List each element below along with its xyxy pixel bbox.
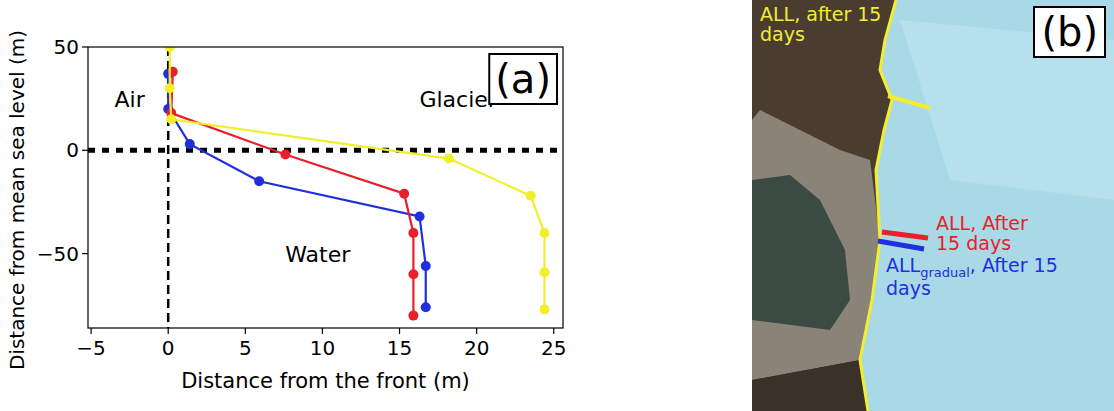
panel-a: −50510152025−50050Distance from the fron… [5,30,566,393]
x-tick [245,328,246,334]
reference-line [88,148,563,153]
map-land [752,360,868,411]
y-tick [82,253,88,254]
panel-letter: (a) [495,56,551,102]
x-tick [168,328,169,334]
x-tick-label: 20 [464,336,489,360]
data-point [539,228,549,238]
plot-frame [88,47,563,328]
y-tick-label: 50 [54,35,79,59]
x-tick [553,328,554,334]
y-tick-label: −50 [37,242,79,266]
data-point [408,269,418,279]
data-point [421,302,431,312]
front-line [882,232,928,238]
data-point [408,228,418,238]
map-rock [752,110,880,380]
series-line [168,74,426,307]
x-tick-label: 10 [310,336,335,360]
x-tick [322,328,323,334]
front-line [860,0,896,411]
map-label: ALL, after 15 days [760,5,910,45]
region-label: Water [285,242,351,267]
region-label: Glacier [419,87,497,112]
data-point [165,83,175,93]
panel-letter: (b) [1033,6,1106,58]
map-land [752,0,1114,411]
data-point [399,189,409,199]
y-tick [82,150,88,151]
y-axis-title: Distance from mean sea level (m) [5,30,29,370]
y-tick [82,46,88,47]
data-point [415,211,425,221]
figure: −50510152025−50050Distance from the fron… [0,0,1114,411]
data-point [526,191,536,201]
panel-letter-box [489,54,557,104]
x-tick-label: 25 [541,336,566,360]
data-point [280,149,290,159]
data-point [539,267,549,277]
map-label: ALL, After 15 days [936,214,1051,254]
map-glacier [860,0,1114,411]
data-point [421,261,431,271]
data-point [254,176,264,186]
map-label-part: ALL [886,254,920,276]
x-tick-label: 0 [162,336,175,360]
data-point [185,139,195,149]
x-tick-label: −5 [76,336,105,360]
data-point [539,304,549,314]
x-tick [90,328,91,334]
x-tick [399,328,400,334]
x-tick-label: 5 [239,336,252,360]
map-water [752,175,850,330]
x-tick [476,328,477,334]
data-point [444,154,454,164]
data-point [408,311,418,321]
region-label: Air [115,87,146,112]
data-point [165,47,175,52]
map-label: ALLgradual, After 15 days [886,256,1061,299]
plot-area [88,47,563,328]
y-tick-label: 0 [66,138,79,162]
series-line [171,72,413,316]
x-axis-title: Distance from the front (m) [181,369,470,393]
data-point [166,114,176,124]
panel-label-a: (a) [489,54,557,104]
x-tick-label: 15 [387,336,412,360]
front-line [888,96,930,108]
front-line [878,241,924,249]
panel-b-map [752,0,1114,411]
